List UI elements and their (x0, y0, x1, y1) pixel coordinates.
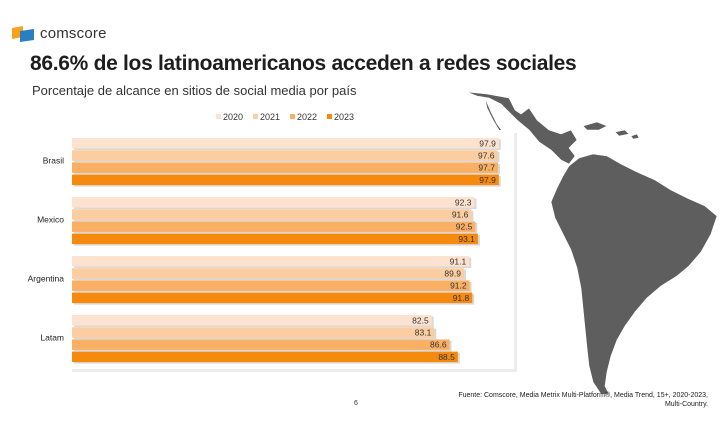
data-label: 86.6 (430, 340, 447, 350)
data-label: 91.2 (450, 281, 467, 291)
mexico-central-america-shape (466, 91, 578, 165)
bar-brasil-2022 (72, 162, 498, 173)
legend-swatch (290, 114, 295, 119)
category-label: Argentina (28, 273, 65, 283)
data-label: 92.5 (456, 222, 473, 232)
category-labels: Brasil Mexico Argentina Latam (28, 155, 65, 342)
bar-argentina-2022 (72, 280, 470, 291)
data-label: 97.7 (478, 163, 495, 173)
bar-argentina-2023 (72, 292, 473, 304)
legend-swatch (216, 114, 221, 119)
page-number: 6 (354, 400, 358, 407)
data-label: 89.9 (444, 269, 461, 279)
legend-label: 2023 (334, 112, 354, 122)
bar-latam-2021 (72, 327, 435, 338)
legend-swatch (327, 114, 332, 119)
bar-argentina-2020 (72, 256, 470, 267)
data-label: 97.6 (478, 151, 495, 161)
chart-legend: 2020 2021 2022 2023 (216, 112, 354, 122)
data-label: 97.9 (479, 175, 496, 185)
legend-label: 2021 (260, 112, 280, 122)
bar-brasil-2021 (72, 150, 498, 161)
source-note: Fuente: Comscore, Media Metrix Multi-Pla… (458, 392, 708, 408)
caribbean-islands-shape (582, 121, 640, 140)
category-label: Latam (40, 332, 64, 342)
data-label: 82.5 (412, 315, 429, 325)
data-label: 91.6 (452, 210, 469, 220)
latin-america-map (466, 91, 718, 395)
data-label: 93.1 (458, 234, 475, 244)
legend-swatch (253, 114, 258, 119)
bar-mexico-2022 (72, 221, 476, 232)
bar-latam-2022 (72, 339, 450, 350)
data-label: 83.1 (415, 328, 432, 338)
bar-argentina-2021 (72, 268, 464, 279)
bar-brasil-2023 (72, 174, 499, 186)
category-label: Mexico (37, 214, 64, 224)
legend-label: 2022 (297, 112, 317, 122)
page-subtitle: Porcentaje de alcance en sitios de socia… (32, 83, 357, 98)
comscore-logo-icon (12, 25, 34, 42)
legend-label: 2020 (223, 112, 243, 122)
bar-mexico-2021 (72, 209, 472, 220)
south-america-shape (550, 153, 718, 395)
bar-latam-2023 (72, 351, 458, 363)
data-label: 91.8 (453, 293, 470, 303)
brand-name: comscore (40, 25, 107, 42)
page-title: 86.6% de los latinoamericanos acceden a … (30, 52, 577, 75)
data-label: 88.5 (438, 352, 455, 362)
bar-mexico-2023 (72, 233, 478, 245)
data-label: 97.9 (479, 138, 496, 148)
comscore-logo: comscore (12, 25, 107, 42)
bar-mexico-2020 (72, 197, 475, 208)
data-label: 91.1 (450, 256, 467, 266)
chart-bars: 97.9 97.6 97.7 97.9 92.3 91.6 92.5 93.1 91.1 89.9… (72, 138, 501, 364)
category-label: Brasil (43, 155, 64, 165)
bar-latam-2020 (72, 315, 432, 326)
bar-brasil-2020 (72, 138, 499, 149)
data-label: 92.3 (455, 197, 472, 207)
